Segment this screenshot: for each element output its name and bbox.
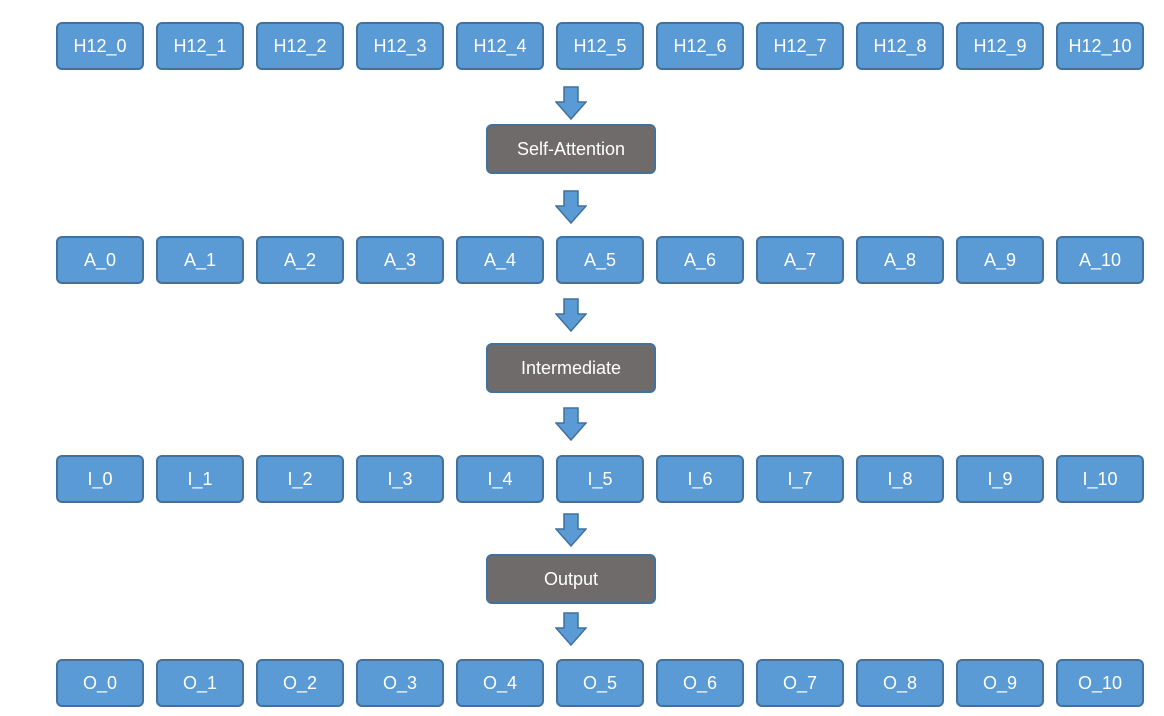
down-arrow-icon bbox=[555, 407, 587, 441]
token-box: O_0 bbox=[56, 659, 144, 707]
token-box: H12_8 bbox=[856, 22, 944, 70]
token-box: A_5 bbox=[556, 236, 644, 284]
token-box: O_4 bbox=[456, 659, 544, 707]
token-box: H12_7 bbox=[756, 22, 844, 70]
token-box: H12_6 bbox=[656, 22, 744, 70]
token-box: I_0 bbox=[56, 455, 144, 503]
down-arrow-icon bbox=[555, 298, 587, 332]
token-box: I_4 bbox=[456, 455, 544, 503]
token-box: I_2 bbox=[256, 455, 344, 503]
token-box: O_5 bbox=[556, 659, 644, 707]
token-box: A_0 bbox=[56, 236, 144, 284]
token-box: I_10 bbox=[1056, 455, 1144, 503]
token-box: O_1 bbox=[156, 659, 244, 707]
token-box: I_6 bbox=[656, 455, 744, 503]
token-box: A_9 bbox=[956, 236, 1044, 284]
token-box: A_4 bbox=[456, 236, 544, 284]
token-box: I_7 bbox=[756, 455, 844, 503]
token-box: A_7 bbox=[756, 236, 844, 284]
down-arrow-icon bbox=[555, 190, 587, 224]
token-box: H12_9 bbox=[956, 22, 1044, 70]
token-box: H12_5 bbox=[556, 22, 644, 70]
intermediate-block: Intermediate bbox=[486, 343, 656, 393]
token-box: H12_3 bbox=[356, 22, 444, 70]
token-box: H12_1 bbox=[156, 22, 244, 70]
token-box: A_6 bbox=[656, 236, 744, 284]
self-attention-block: Self-Attention bbox=[486, 124, 656, 174]
down-arrow-icon bbox=[555, 86, 587, 120]
token-box: O_7 bbox=[756, 659, 844, 707]
token-box: A_2 bbox=[256, 236, 344, 284]
token-box: I_9 bbox=[956, 455, 1044, 503]
token-box: H12_10 bbox=[1056, 22, 1144, 70]
token-box: A_8 bbox=[856, 236, 944, 284]
token-box: H12_4 bbox=[456, 22, 544, 70]
token-box: I_5 bbox=[556, 455, 644, 503]
token-box: I_8 bbox=[856, 455, 944, 503]
token-box: H12_0 bbox=[56, 22, 144, 70]
output-block: Output bbox=[486, 554, 656, 604]
token-box: A_1 bbox=[156, 236, 244, 284]
down-arrow-icon bbox=[555, 612, 587, 646]
token-box: O_6 bbox=[656, 659, 744, 707]
token-box: A_3 bbox=[356, 236, 444, 284]
token-box: O_8 bbox=[856, 659, 944, 707]
token-box: I_3 bbox=[356, 455, 444, 503]
down-arrow-icon bbox=[555, 513, 587, 547]
token-box: O_2 bbox=[256, 659, 344, 707]
token-box: I_1 bbox=[156, 455, 244, 503]
token-box: O_9 bbox=[956, 659, 1044, 707]
token-box: A_10 bbox=[1056, 236, 1144, 284]
token-box: O_10 bbox=[1056, 659, 1144, 707]
token-box: H12_2 bbox=[256, 22, 344, 70]
token-box: O_3 bbox=[356, 659, 444, 707]
